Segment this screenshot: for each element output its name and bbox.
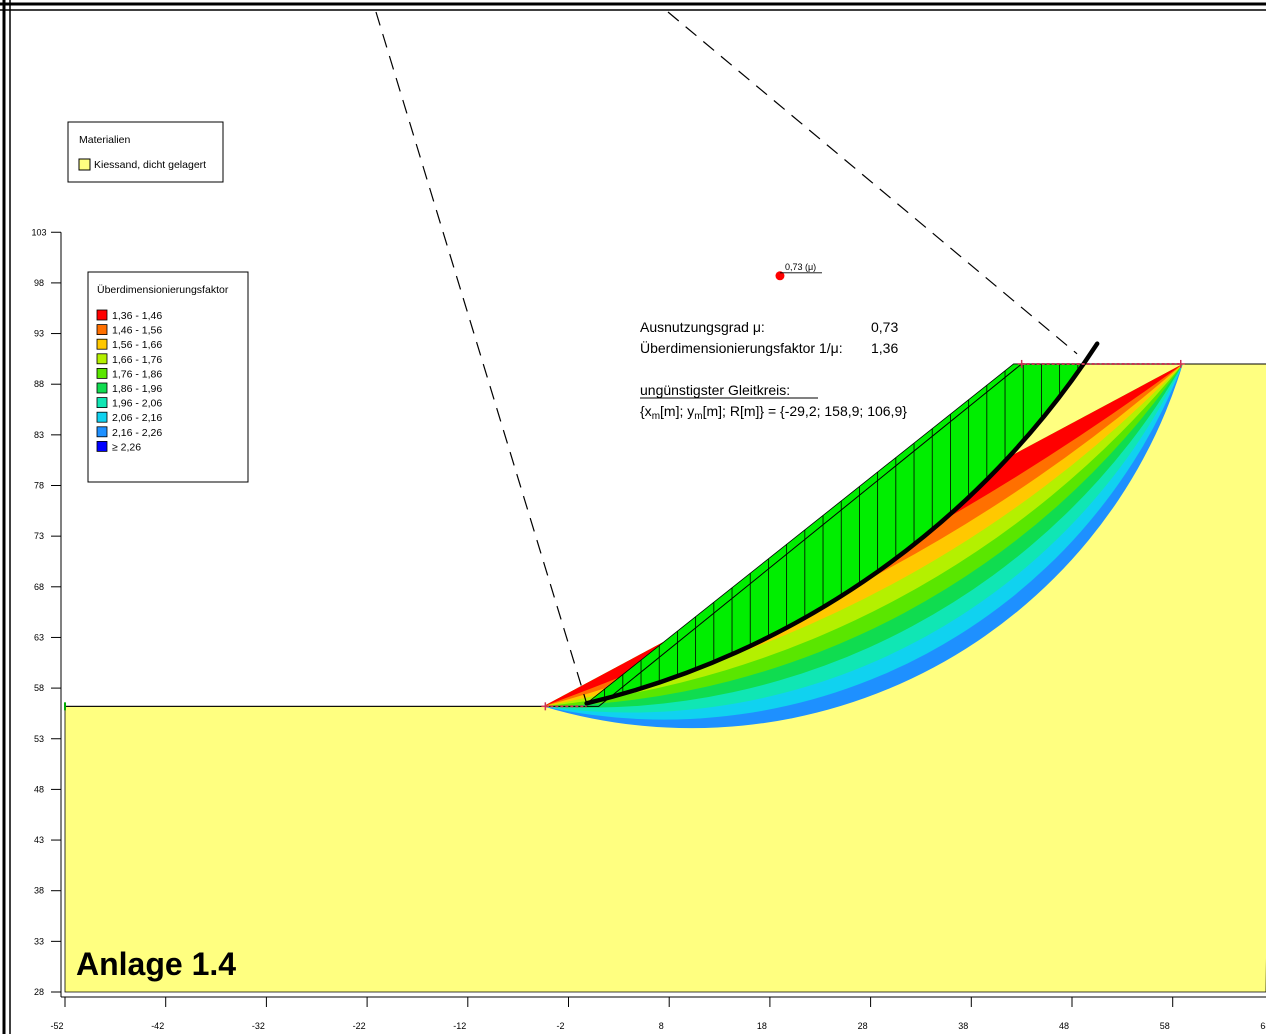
x-tick-label: -42 xyxy=(151,1021,164,1031)
factor-legend-label: 1,66 - 1,76 xyxy=(112,354,162,366)
slip-circle-line xyxy=(584,341,1100,706)
factor-swatch xyxy=(96,367,108,379)
x-tick-label: -32 xyxy=(252,1021,265,1031)
axes: 103 98 93 88 83 78 73 68 63 58 53 48 43 38 33 28 -52 -42 -… xyxy=(31,227,1266,1031)
min-factor-marker: 0,73 (μ) xyxy=(775,262,822,281)
ueberdim-label: Überdimensionierungsfaktor 1/μ: xyxy=(640,339,843,356)
factor-swatch xyxy=(96,382,108,394)
boundary-markers xyxy=(64,359,1185,711)
y-tick-label: 78 xyxy=(34,481,44,491)
material-label: Kiessand, dicht gelagert xyxy=(94,159,206,171)
factor-swatch xyxy=(96,309,108,321)
y-tick-label: 58 xyxy=(34,683,44,693)
factor-legend-label: 1,76 - 1,86 xyxy=(112,368,162,380)
factor-legend-title: Überdimensionierungsfaktor xyxy=(97,284,229,296)
factor-legend-label: ≥ 2,26 xyxy=(112,441,141,453)
factor-legend-label: 1,36 - 1,46 xyxy=(112,310,162,322)
materials-legend-title: Materialien xyxy=(79,134,131,146)
x-tick-label: 8 xyxy=(659,1021,664,1031)
factor-legend-label: 1,46 - 1,56 xyxy=(112,325,162,337)
factor-legend-label: 2,06 - 2,16 xyxy=(112,412,162,424)
factor-legend-label: 1,56 - 1,66 xyxy=(112,339,162,351)
y-tick-label: 83 xyxy=(34,430,44,440)
factor-swatch xyxy=(96,353,108,365)
y-tick-label: 98 xyxy=(34,278,44,288)
x-tick-label: -52 xyxy=(50,1021,63,1031)
factor-band xyxy=(543,363,1183,707)
y-tick-label: 63 xyxy=(34,632,44,642)
factor-legend-label: 1,86 - 1,96 xyxy=(112,383,162,395)
y-tick-label: 38 xyxy=(34,886,44,896)
terrain-line xyxy=(65,363,1266,707)
x-tick-label: 48 xyxy=(1059,1021,1069,1031)
ueberdim-value: 1,36 xyxy=(871,340,898,356)
y-tick-label: 88 xyxy=(34,379,44,389)
y-tick-label: 28 xyxy=(34,987,44,997)
factor-swatch xyxy=(96,324,108,336)
y-tick-label: 68 xyxy=(34,582,44,592)
x-tick-label: 28 xyxy=(858,1021,868,1031)
slice-lines xyxy=(604,363,1079,699)
factor-swatch xyxy=(96,397,108,409)
y-tick-label: 93 xyxy=(34,329,44,339)
critical-circle-values: {xm[m]; ym[m]; R[m]} = {-29,2; 158,9; 10… xyxy=(640,403,907,422)
factor-legend-label: 1,96 - 2,06 xyxy=(112,398,162,410)
y-tick-label: 73 xyxy=(34,531,44,541)
x-tick-label: -22 xyxy=(353,1021,366,1031)
annex-label: Anlage 1.4 xyxy=(76,946,236,982)
ausnutzung-value: 0,73 xyxy=(871,319,898,335)
x-tick-label: -12 xyxy=(453,1021,466,1031)
results-block: Ausnutzungsgrad μ: 0,73 Überdimensionier… xyxy=(640,319,907,422)
radius-line-left xyxy=(375,11,588,704)
y-tick-label: 48 xyxy=(34,784,44,794)
y-tick-label: 53 xyxy=(34,734,44,744)
x-tick-label: 58 xyxy=(1160,1021,1170,1031)
factor-swatch xyxy=(96,338,108,350)
factor-legend: Überdimensionierungsfaktor 1,36 - 1,46 1,… xyxy=(87,271,249,483)
min-factor-label: 0,73 (μ) xyxy=(785,262,816,272)
materials-legend: Materialien Kiessand, dicht gelagert xyxy=(67,121,224,183)
x-tick-label: 68 xyxy=(1260,1021,1266,1031)
factor-swatch xyxy=(96,426,108,438)
y-tick-label: 103 xyxy=(31,227,46,237)
factor-swatch xyxy=(96,440,108,452)
y-tick-label: 43 xyxy=(34,835,44,845)
y-tick-label: 33 xyxy=(34,936,44,946)
factor-swatch xyxy=(96,411,108,423)
x-tick-label: 38 xyxy=(958,1021,968,1031)
material-swatch xyxy=(78,158,91,171)
radius-line-right xyxy=(667,11,1078,355)
factor-legend-label: 2,16 - 2,26 xyxy=(112,427,162,439)
x-tick-label: 18 xyxy=(757,1021,767,1031)
x-tick-label: -2 xyxy=(556,1021,564,1031)
ausnutzung-label: Ausnutzungsgrad μ: xyxy=(640,319,765,335)
critical-circle-title: ungünstigster Gleitkreis: xyxy=(640,382,790,398)
